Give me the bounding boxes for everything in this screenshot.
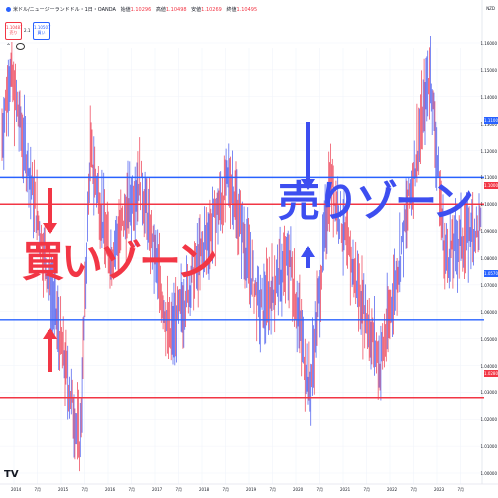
- price-tick-label: 1.05000: [480, 336, 497, 342]
- time-tick-label: 2014: [11, 487, 22, 492]
- price-tick-label: 1.08000: [480, 256, 497, 261]
- time-tick-label: 2022: [387, 487, 398, 492]
- price-tick-label: 1.13000: [480, 121, 497, 127]
- lower-blue-price-tag: 1.05700: [484, 270, 498, 277]
- collapse-chevron-icon[interactable]: ⌃: [6, 43, 12, 50]
- price-tick-label: 1.16000: [480, 41, 497, 46]
- time-tick-label: 7月: [410, 487, 418, 492]
- time-tick-label: 2021: [340, 487, 351, 492]
- lower-red-price-tag: 1.02800: [484, 370, 498, 377]
- time-tick-label: 2016: [105, 487, 116, 492]
- price-tick-label: 1.10000: [480, 202, 497, 208]
- buy-label: 買い: [37, 30, 46, 35]
- price-tick-label: 1.11000: [480, 175, 497, 181]
- time-tick-label: 7月: [34, 487, 42, 492]
- price-tick-label: 1.04000: [480, 363, 497, 369]
- close-value: 1.10495: [236, 7, 258, 13]
- symbol-header: 米ドル/ニュージーランドドル・1日・OANDA 始値1.10296 高値1.10…: [6, 7, 257, 13]
- time-tick-label: 2015: [58, 487, 69, 492]
- time-tick-label: 7月: [81, 487, 89, 492]
- price-tick-label: 1.01000: [480, 444, 497, 450]
- spread-value: 2.1: [24, 28, 31, 33]
- buy-zone-label: 買いゾーン: [22, 237, 218, 286]
- buy-button[interactable]: 1.10507 買い: [33, 22, 51, 40]
- price-tick-label: 1.00000: [480, 471, 497, 476]
- price-tick-label: 1.06000: [480, 309, 497, 315]
- chart-grid: [0, 0, 498, 485]
- open-label: 始値: [120, 7, 131, 13]
- horizontal-levels: [0, 176, 484, 399]
- buy-zone-bottom-arrow: [43, 328, 57, 372]
- symbol-icon: [6, 7, 11, 12]
- time-tick-label: 7月: [316, 487, 324, 492]
- open-value: 1.10296: [130, 7, 152, 13]
- low-value: 1.10269: [201, 7, 222, 13]
- sell-zone-top-arrow: [301, 122, 315, 190]
- symbol-title: 米ドル/ニュージーランドドル・1日・OANDA: [13, 7, 116, 13]
- time-tick-label: 2018: [199, 487, 210, 492]
- time-tick-label: 7月: [128, 487, 136, 492]
- price-tick-label: 1.15000: [480, 67, 497, 73]
- sell-zone-bottom-arrow: [301, 246, 315, 268]
- close-label: 終値: [226, 7, 237, 13]
- eye-icon[interactable]: [16, 43, 25, 50]
- upper-red-price-tag: 1.10000: [484, 182, 498, 189]
- price-tick-label: 1.02000: [480, 417, 497, 423]
- buy-zone-top-arrow: [43, 188, 57, 234]
- time-tick-label: 2017: [152, 487, 163, 492]
- time-tick-label: 7月: [363, 487, 371, 492]
- sell-label: 売り: [9, 30, 18, 35]
- time-tick-label: 2023: [434, 487, 445, 492]
- currency-label: NZD: [486, 6, 495, 11]
- time-tick-label: 2020: [293, 487, 304, 492]
- sell-price: 1.10487: [6, 25, 23, 30]
- high-label: 高値: [155, 7, 166, 13]
- time-tick-label: 2019: [246, 487, 257, 492]
- buy-price: 1.10507: [34, 25, 51, 30]
- sell-zone-label: 売りゾーン: [278, 177, 474, 226]
- price-tick-label: 1.14000: [480, 94, 497, 100]
- price-tick-label: 1.03000: [480, 390, 497, 396]
- zone-arrows: [43, 122, 315, 372]
- high-value: 1.10498: [165, 7, 187, 13]
- price-tick-label: 1.07000: [480, 282, 497, 288]
- low-label: 安値: [191, 7, 202, 13]
- time-tick-label: 7月: [457, 487, 465, 492]
- sell-button[interactable]: 1.10487 売り: [5, 22, 23, 40]
- price-tick-label: 1.12000: [480, 148, 497, 154]
- candlestick-series: [1, 36, 482, 472]
- time-tick-label: 7月: [269, 487, 277, 492]
- time-tick-label: 7月: [175, 487, 183, 492]
- upper-blue-price-tag: 1.11000: [484, 117, 498, 124]
- tradingview-logo: TV: [4, 469, 19, 480]
- price-tick-label: 1.09000: [480, 229, 497, 235]
- time-tick-label: 7月: [222, 487, 230, 492]
